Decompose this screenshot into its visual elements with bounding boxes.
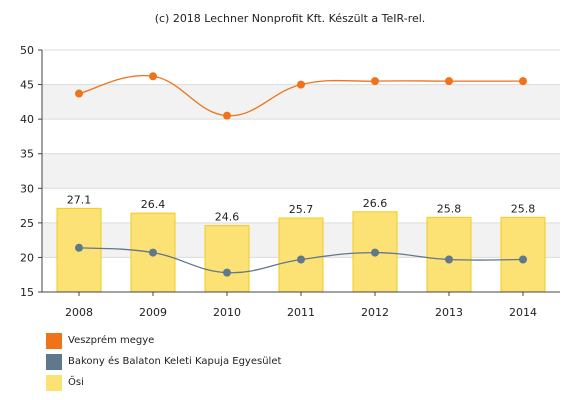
- bar-2011: [278, 217, 324, 293]
- point-veszprem-2013: [445, 77, 453, 86]
- y-tick-label: 50: [20, 44, 34, 57]
- x-tick-label: 2011: [287, 306, 315, 319]
- bar-label: 26.4: [141, 198, 166, 211]
- x-tick-label: 2009: [139, 306, 167, 319]
- bar-label: 25.7: [289, 203, 314, 216]
- bar-label: 26.6: [363, 197, 388, 210]
- point-bakony-2012: [371, 248, 379, 257]
- point-bakony-2008: [75, 243, 83, 252]
- legend-item-veszprem[interactable]: Veszprém megye: [46, 331, 281, 350]
- point-veszprem-2010: [223, 111, 231, 120]
- legend-label-veszprem: Veszprém megye: [68, 335, 155, 346]
- x-tick-label: 2012: [361, 306, 389, 319]
- point-veszprem-2011: [297, 80, 305, 89]
- y-tick-label: 40: [20, 113, 34, 126]
- grid-band: [42, 84, 560, 120]
- legend: Veszprém megye Bakony és Balaton Keleti …: [46, 331, 281, 394]
- legend-swatch-veszprem: [46, 332, 62, 349]
- legend-swatch-bakony: [46, 353, 62, 370]
- y-tick-label: 15: [20, 286, 34, 299]
- y-tick-label: 45: [20, 79, 34, 92]
- legend-swatch-osi: [46, 374, 62, 391]
- bar-label: 27.1: [67, 193, 92, 206]
- legend-item-osi[interactable]: Ősi: [46, 373, 281, 392]
- point-veszprem-2008: [75, 89, 83, 98]
- legend-item-bakony[interactable]: Bakony és Balaton Keleti Kapuja Egyesüle…: [46, 352, 281, 371]
- bar-2013: [426, 216, 472, 293]
- x-tick-label: 2014: [509, 306, 537, 319]
- y-tick-label: 30: [20, 182, 34, 195]
- bar-label: 25.8: [511, 202, 536, 215]
- x-tick-label: 2008: [65, 306, 93, 319]
- point-bakony-2014: [519, 255, 527, 264]
- y-tick-label: 25: [20, 217, 34, 230]
- bar-2010: [204, 225, 250, 293]
- grid-band: [42, 153, 560, 189]
- bar-2014: [500, 216, 546, 293]
- legend-label-osi: Ősi: [68, 377, 84, 388]
- point-bakony-2010: [223, 268, 231, 277]
- point-veszprem-2012: [371, 77, 379, 86]
- y-tick-label: 20: [20, 251, 34, 264]
- chart-caption: (c) 2018 Lechner Nonprofit Kft. Készült …: [154, 12, 426, 25]
- y-tick-label: 35: [20, 148, 34, 161]
- point-bakony-2011: [297, 255, 305, 264]
- x-tick-label: 2013: [435, 306, 463, 319]
- bar-label: 24.6: [215, 211, 240, 224]
- bar-label: 25.8: [437, 202, 462, 215]
- point-bakony-2009: [149, 248, 157, 257]
- x-tick-label: 2010: [213, 306, 241, 319]
- point-bakony-2013: [445, 255, 453, 264]
- legend-label-bakony: Bakony és Balaton Keleti Kapuja Egyesüle…: [68, 356, 282, 367]
- point-veszprem-2009: [149, 72, 157, 81]
- point-veszprem-2014: [519, 77, 527, 86]
